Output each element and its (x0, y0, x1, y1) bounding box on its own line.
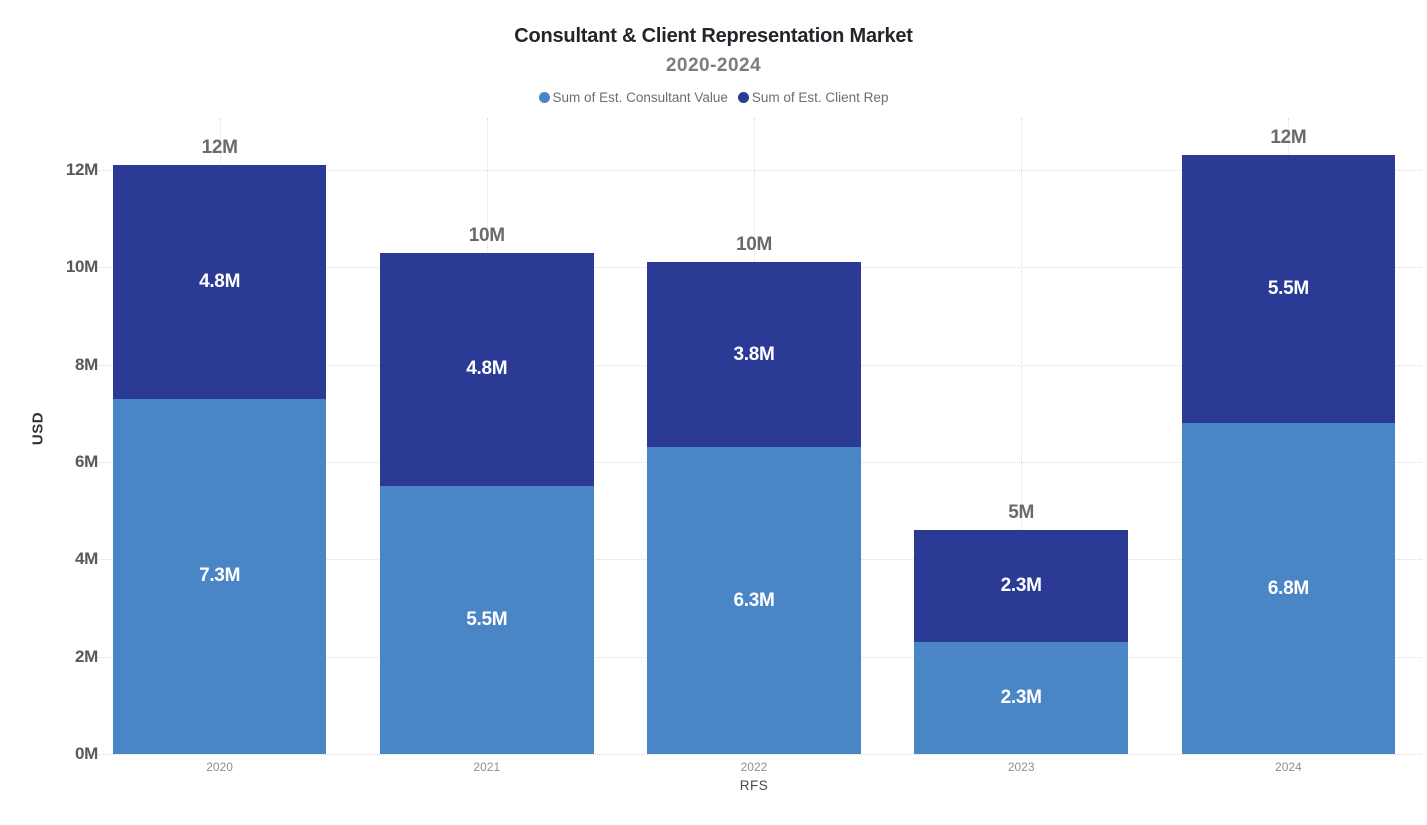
bar-segment-value-label: 4.8M (466, 358, 508, 380)
bar-segment-2022-series0[interactable]: 6.3M (647, 447, 861, 754)
chart-subtitle: 2020-2024 (665, 55, 762, 76)
x-axis-tick-label: 2021 (473, 760, 501, 774)
y-axis-tick-label: 0M (74, 744, 98, 763)
bar-segment-value-label: 2.3M (1000, 687, 1042, 709)
legend-dot-icon (737, 92, 749, 103)
bar-total-label: 12M (201, 137, 238, 159)
bar-segment-value-label: 4.8M (199, 270, 241, 292)
x-axis-tick-label: 2020 (206, 760, 233, 774)
bar-total-label: 12M (1270, 127, 1307, 149)
legend-item-consultant-value[interactable]: Sum of Est. Consultant Value (538, 90, 728, 105)
bar-segment-2020-series0[interactable]: 7.3M (112, 398, 327, 754)
legend-item-client-rep[interactable]: Sum of Est. Client Rep (737, 90, 889, 105)
bar-segment-value-label: 6.3M (733, 589, 775, 611)
x-axis-tick-label: 2023 (1007, 760, 1035, 774)
x-gridline (1021, 118, 1023, 754)
bar-total-label: 10M (468, 224, 505, 246)
legend-dot-icon (538, 92, 550, 103)
legend: Sum of Est. Consultant Value Sum of Est.… (0, 90, 1427, 105)
bar-segment-2021-series0[interactable]: 5.5M (379, 486, 594, 754)
bar-total-label: 5M (1008, 502, 1035, 524)
legend-item-label: Sum of Est. Consultant Value (552, 90, 728, 105)
bar-segment-value-label: 6.8M (1267, 577, 1309, 599)
bar-segment-2020-series1[interactable]: 4.8M (112, 165, 327, 399)
x-axis-title: RFS (739, 778, 769, 793)
bar-segment-value-label: 5.5M (1267, 278, 1309, 300)
bar-segment-value-label: 7.3M (199, 565, 241, 587)
bar-total-label: 10M (735, 234, 773, 256)
bar-segment-value-label: 3.8M (733, 343, 775, 365)
bar-segment-2022-series1[interactable]: 3.8M (647, 262, 861, 448)
y-axis-tick-label: 4M (74, 549, 98, 569)
y-gridline (86, 754, 1422, 755)
bar-segment-2023-series1[interactable]: 2.3M (914, 530, 1129, 643)
bar-segment-value-label: 5.5M (466, 609, 508, 631)
chart-title: Consultant & Client Representation Marke… (514, 25, 913, 47)
x-axis-tick-label: 2024 (1275, 760, 1302, 774)
y-axis-tick-label: 10M (65, 257, 98, 277)
x-axis-tick-label: 2022 (740, 760, 768, 774)
legend-item-label: Sum of Est. Client Rep (751, 90, 889, 105)
y-axis-tick-label: 12M (65, 159, 98, 179)
y-axis-title: USD (29, 411, 47, 446)
bar-segment-2024-series0[interactable]: 6.8M (1181, 423, 1396, 754)
y-axis-tick-label: 6M (74, 451, 98, 471)
bar-segment-2023-series0[interactable]: 2.3M (914, 642, 1129, 754)
plot-area: 7.3M 4.8M 12M 2020 5.5M 4.8M 10M 2021 6.3M 3.8M 10… (86, 118, 1422, 774)
bar-segment-2024-series1[interactable]: 5.5M (1181, 155, 1396, 424)
y-axis-tick-label: 8M (74, 354, 98, 374)
y-axis-tick-label: 2M (74, 646, 98, 666)
bar-segment-value-label: 2.3M (1000, 575, 1042, 597)
bar-segment-2021-series1[interactable]: 4.8M (379, 252, 594, 487)
